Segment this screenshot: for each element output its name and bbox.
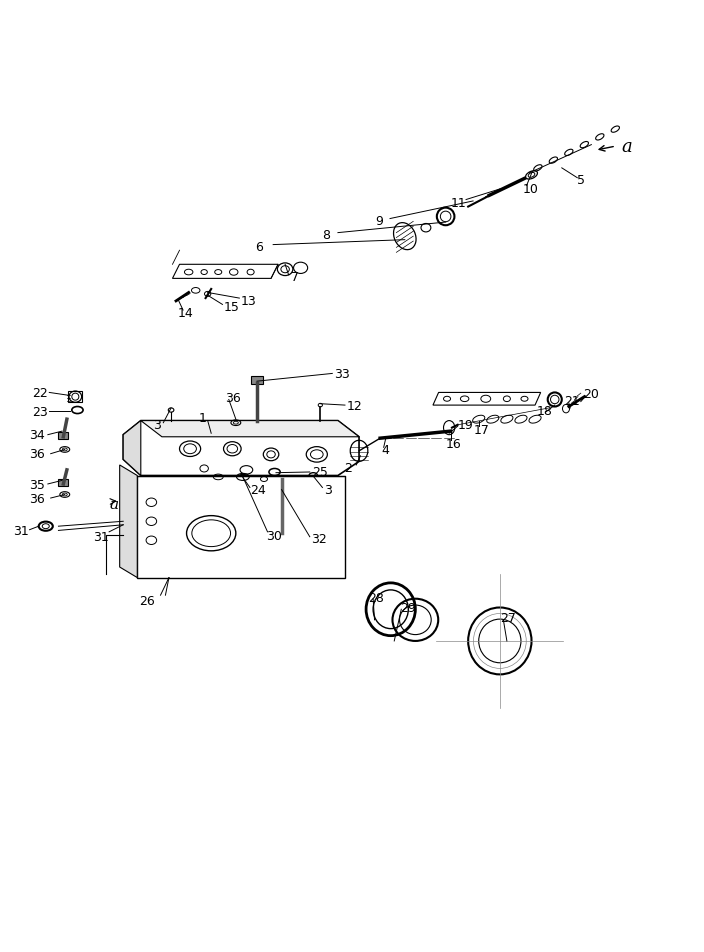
Text: 7: 7: [291, 271, 298, 285]
Text: 20: 20: [583, 387, 599, 401]
Text: 21: 21: [565, 394, 580, 407]
Text: 4: 4: [382, 444, 390, 456]
Polygon shape: [433, 393, 541, 406]
Polygon shape: [123, 421, 141, 476]
Text: 19: 19: [458, 418, 473, 431]
Text: 31: 31: [93, 530, 108, 544]
Text: 16: 16: [446, 438, 461, 451]
Text: 36: 36: [225, 391, 241, 405]
Polygon shape: [172, 265, 278, 279]
Text: a: a: [621, 138, 631, 156]
Text: 1: 1: [199, 412, 207, 425]
Text: 12: 12: [346, 399, 362, 412]
Text: 9: 9: [375, 215, 383, 228]
Text: 32: 32: [311, 533, 327, 545]
Bar: [58, 480, 68, 486]
Text: 36: 36: [30, 447, 45, 461]
Text: a: a: [109, 498, 118, 512]
Text: 23: 23: [32, 406, 47, 419]
Text: 26: 26: [139, 595, 155, 607]
Text: 10: 10: [522, 183, 539, 195]
Text: 25: 25: [312, 466, 328, 479]
Text: 24: 24: [250, 484, 265, 497]
Text: 33: 33: [334, 367, 350, 381]
Text: 22: 22: [32, 387, 47, 400]
Text: 6: 6: [256, 241, 263, 254]
Polygon shape: [141, 421, 359, 437]
Bar: [58, 432, 68, 440]
Bar: [251, 376, 263, 385]
Text: 36: 36: [30, 492, 45, 505]
Text: 13: 13: [241, 294, 256, 307]
Text: 5: 5: [577, 174, 585, 188]
Polygon shape: [120, 466, 137, 578]
Text: 15: 15: [224, 301, 240, 314]
Text: 3: 3: [153, 419, 161, 432]
Text: 35: 35: [30, 479, 46, 491]
Text: 29: 29: [400, 602, 415, 615]
Text: 30: 30: [266, 529, 282, 543]
Text: 17: 17: [474, 424, 490, 437]
Text: 31: 31: [13, 525, 28, 537]
Text: 11: 11: [451, 197, 466, 209]
Text: 27: 27: [500, 611, 516, 625]
Polygon shape: [137, 476, 345, 578]
Bar: [68, 391, 82, 403]
Text: 3: 3: [324, 484, 332, 497]
Text: 34: 34: [30, 428, 45, 442]
Text: 8: 8: [322, 229, 330, 242]
Text: 18: 18: [536, 405, 553, 418]
Text: 2: 2: [344, 462, 353, 475]
Polygon shape: [123, 421, 359, 476]
Text: 28: 28: [368, 591, 384, 605]
Text: 14: 14: [177, 307, 193, 320]
